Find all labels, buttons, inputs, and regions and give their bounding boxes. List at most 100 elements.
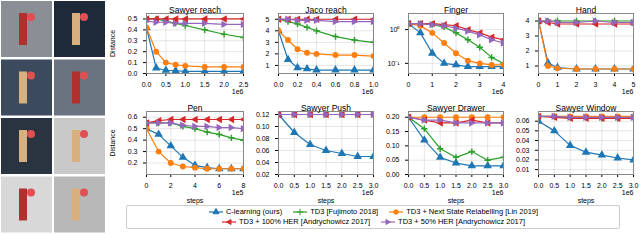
svg-text:1: 1 xyxy=(556,81,560,88)
svg-text:0.02: 0.02 xyxy=(516,156,530,163)
svg-text:0.10: 0.10 xyxy=(386,142,400,149)
svg-text:Finger: Finger xyxy=(444,5,468,15)
svg-text:0.5: 0.5 xyxy=(128,15,138,22)
svg-text:Distance: Distance xyxy=(109,30,116,57)
svg-text:0.02: 0.02 xyxy=(256,171,270,178)
svg-text:10⁰: 10⁰ xyxy=(390,26,401,33)
svg-text:0.5: 0.5 xyxy=(128,125,138,132)
svg-text:2.0: 2.0 xyxy=(597,182,607,189)
svg-text:0.0: 0.0 xyxy=(128,70,138,77)
svg-text:steps: steps xyxy=(318,197,335,205)
svg-text:0.8: 0.8 xyxy=(350,81,360,88)
svg-text:0.05: 0.05 xyxy=(386,156,400,163)
svg-text:0.5: 0.5 xyxy=(549,182,559,189)
svg-text:2.0: 2.0 xyxy=(467,182,477,189)
svg-text:0.3: 0.3 xyxy=(128,148,138,155)
svg-text:Distance: Distance xyxy=(109,129,116,156)
svg-text:1.0: 1.0 xyxy=(305,182,315,189)
svg-text:0.06: 0.06 xyxy=(516,117,530,124)
svg-text:0.2: 0.2 xyxy=(293,81,303,88)
svg-text:0.01: 0.01 xyxy=(516,166,530,173)
svg-text:0.4: 0.4 xyxy=(128,136,138,143)
svg-text:2: 2 xyxy=(454,81,458,88)
svg-text:0.0: 0.0 xyxy=(404,182,414,189)
svg-text:0.08: 0.08 xyxy=(256,135,270,142)
svg-text:1.5: 1.5 xyxy=(321,182,331,189)
svg-text:1e6: 1e6 xyxy=(362,88,374,95)
svg-text:1e6: 1e6 xyxy=(622,88,634,95)
svg-text:0.06: 0.06 xyxy=(256,147,270,154)
svg-text:3: 3 xyxy=(526,32,530,39)
svg-text:1e6: 1e6 xyxy=(622,189,634,196)
svg-text:2: 2 xyxy=(266,50,270,57)
svg-text:3: 3 xyxy=(266,39,270,46)
svg-text:0.6: 0.6 xyxy=(331,81,341,88)
svg-text:Hand: Hand xyxy=(576,5,597,15)
svg-text:3: 3 xyxy=(594,81,598,88)
svg-text:0.4: 0.4 xyxy=(312,81,322,88)
svg-text:0.0: 0.0 xyxy=(274,182,284,189)
svg-text:1.5: 1.5 xyxy=(200,81,210,88)
svg-text:0.2: 0.2 xyxy=(128,159,138,166)
svg-text:1.5: 1.5 xyxy=(451,182,461,189)
svg-text:Sawyer Window: Sawyer Window xyxy=(556,103,618,113)
svg-text:steps: steps xyxy=(187,197,204,205)
svg-text:2: 2 xyxy=(526,47,530,54)
svg-text:1e5: 1e5 xyxy=(232,189,244,196)
svg-text:0: 0 xyxy=(537,81,541,88)
svg-text:steps: steps xyxy=(448,197,465,205)
svg-text:steps: steps xyxy=(578,197,595,205)
svg-text:0.15: 0.15 xyxy=(386,128,400,135)
svg-text:1.5: 1.5 xyxy=(581,182,591,189)
svg-text:Sawyer reach: Sawyer reach xyxy=(169,5,221,15)
svg-text:1.0: 1.0 xyxy=(435,182,445,189)
svg-text:3: 3 xyxy=(478,81,482,88)
svg-text:2.0: 2.0 xyxy=(337,182,347,189)
svg-text:1e6: 1e6 xyxy=(492,88,504,95)
svg-text:1: 1 xyxy=(266,62,270,69)
svg-text:0.04: 0.04 xyxy=(256,159,270,166)
svg-text:0.00: 0.00 xyxy=(386,171,400,178)
html-text:C-learning (ours): C-learning (ours) xyxy=(225,207,283,216)
svg-text:4: 4 xyxy=(526,17,530,24)
svg-text:0.10: 0.10 xyxy=(256,123,270,130)
svg-text:0.6: 0.6 xyxy=(128,113,138,120)
svg-text:4: 4 xyxy=(266,27,270,34)
svg-text:0.05: 0.05 xyxy=(516,127,530,134)
svg-text:4: 4 xyxy=(193,182,197,189)
svg-text:Sawyer Drawer: Sawyer Drawer xyxy=(427,103,485,113)
svg-text:4: 4 xyxy=(613,81,617,88)
svg-text:1e6: 1e6 xyxy=(362,189,374,196)
svg-text:1: 1 xyxy=(430,81,434,88)
svg-text:0: 0 xyxy=(145,182,149,189)
svg-text:0.5: 0.5 xyxy=(161,81,171,88)
svg-text:1: 1 xyxy=(526,62,530,69)
svg-text:2: 2 xyxy=(575,81,579,88)
svg-text:0.2: 0.2 xyxy=(128,48,138,55)
svg-text:2: 2 xyxy=(169,182,173,189)
svg-text:1.0: 1.0 xyxy=(565,182,575,189)
svg-text:Sawyer Push: Sawyer Push xyxy=(301,103,351,113)
svg-text:Jaco reach: Jaco reach xyxy=(305,5,347,15)
svg-text:0.5: 0.5 xyxy=(289,182,299,189)
svg-text:0.12: 0.12 xyxy=(256,111,270,118)
svg-text:1e6: 1e6 xyxy=(492,189,504,196)
svg-text:0.04: 0.04 xyxy=(516,137,530,144)
svg-text:0.0: 0.0 xyxy=(142,81,152,88)
svg-text:0.3: 0.3 xyxy=(128,37,138,44)
svg-text:0.5: 0.5 xyxy=(419,182,429,189)
svg-text:6: 6 xyxy=(217,182,221,189)
svg-text:0.4: 0.4 xyxy=(128,26,138,33)
svg-text:0.0: 0.0 xyxy=(274,81,284,88)
svg-text:2.0: 2.0 xyxy=(219,81,229,88)
svg-text:0: 0 xyxy=(407,81,411,88)
svg-text:1.0: 1.0 xyxy=(180,81,190,88)
svg-text:Pen: Pen xyxy=(187,103,202,113)
svg-text:0.1: 0.1 xyxy=(128,59,138,66)
svg-text:5: 5 xyxy=(266,16,270,23)
svg-text:0.0: 0.0 xyxy=(534,182,544,189)
svg-text:1e6: 1e6 xyxy=(232,88,244,95)
svg-text:10⁻¹: 10⁻¹ xyxy=(387,60,400,67)
svg-text:0.03: 0.03 xyxy=(516,147,530,154)
svg-text:0.20: 0.20 xyxy=(386,113,400,120)
